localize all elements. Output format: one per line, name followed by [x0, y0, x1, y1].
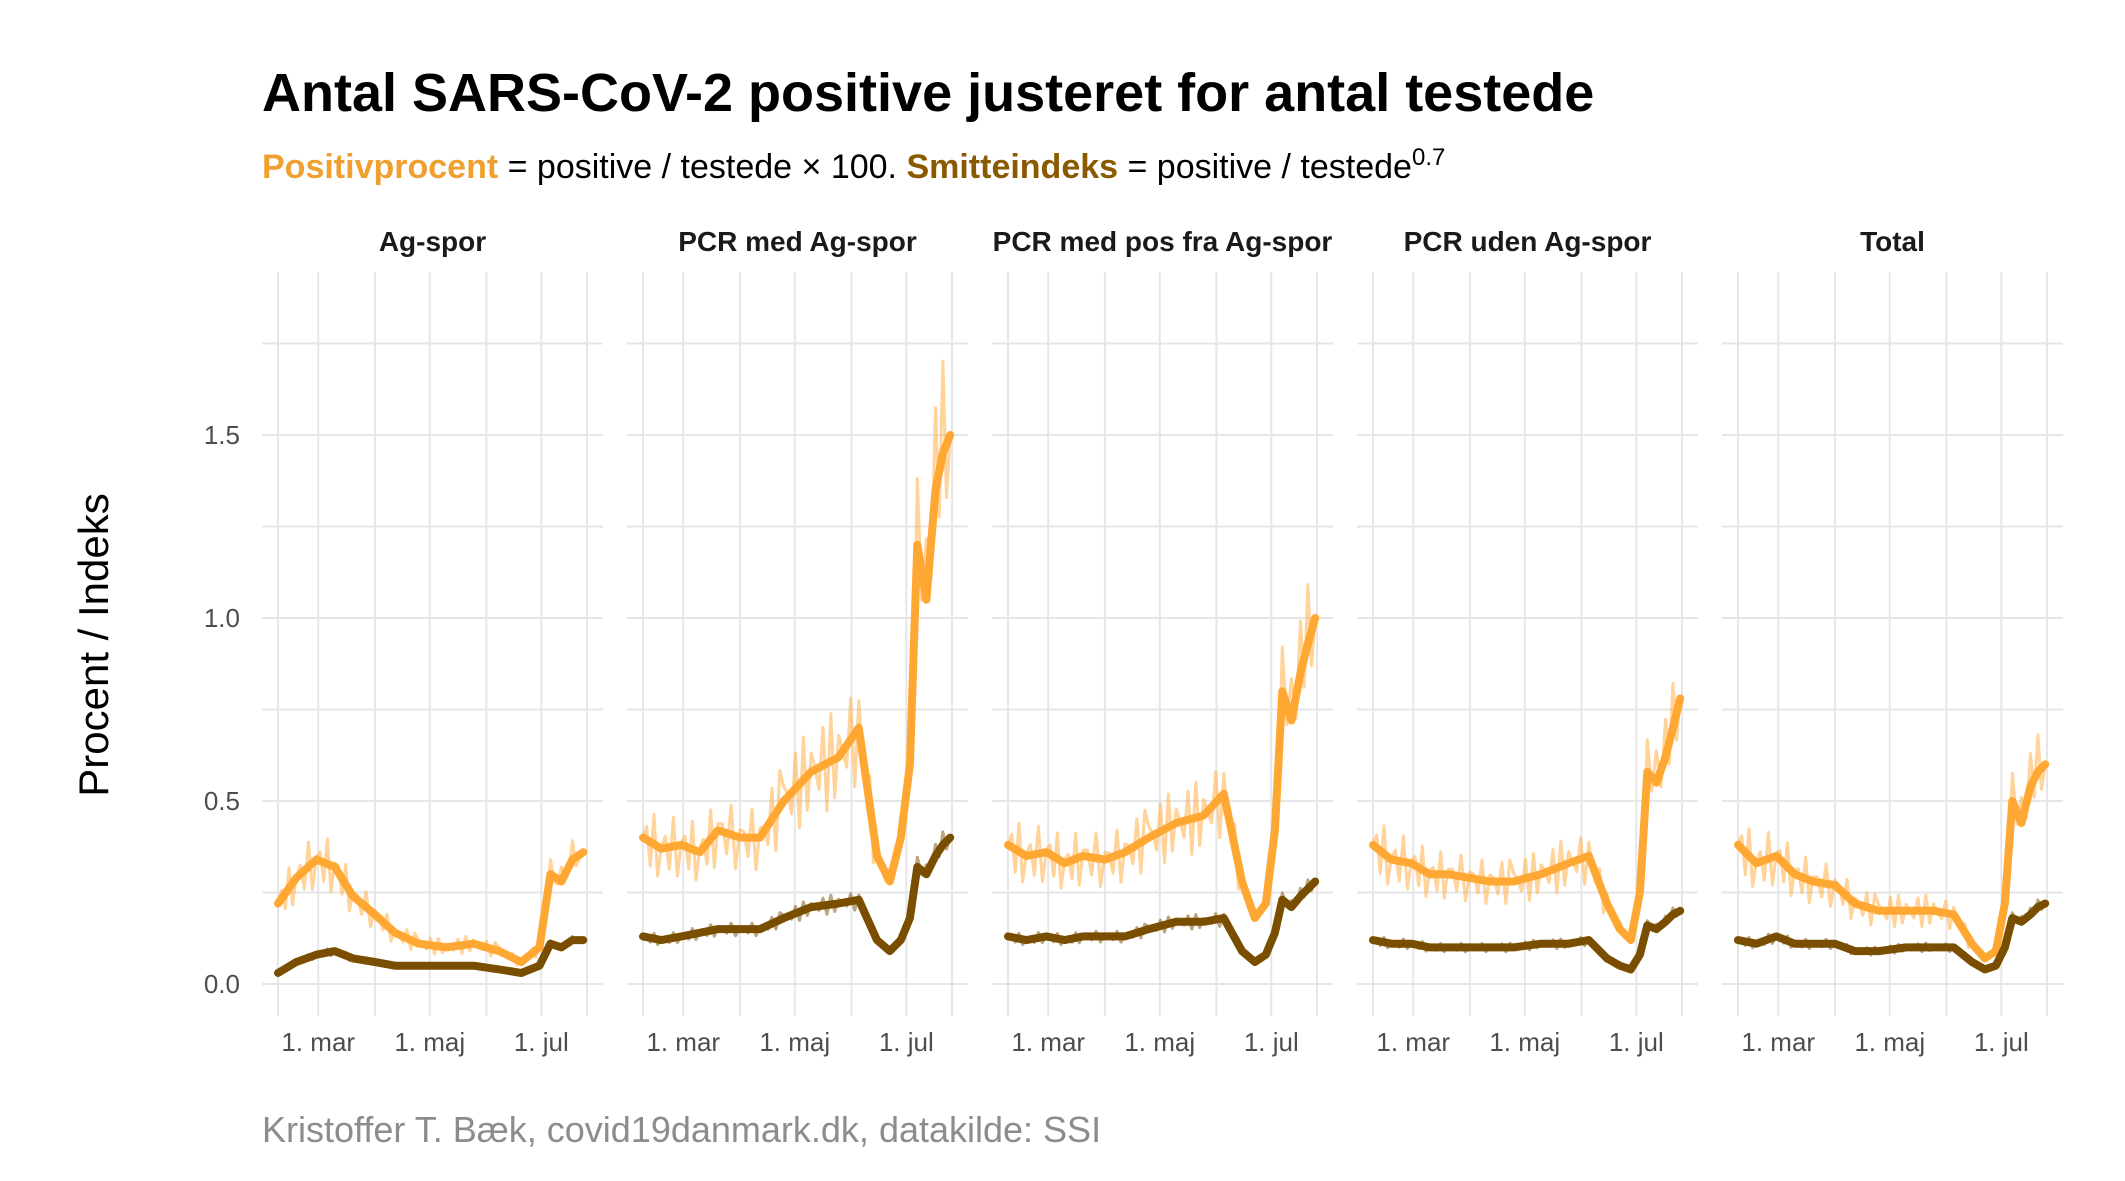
x-tick-label: 1. jul — [1609, 1027, 1664, 1057]
chart-caption: Kristoffer T. Bæk, covid19danmark.dk, da… — [262, 1109, 1101, 1150]
y-axis-label: Procent / Indeks — [70, 493, 117, 797]
panel: Total 1. mar 1. maj 1. jul — [1722, 226, 2063, 1057]
x-tick-label: 1. maj — [394, 1027, 465, 1057]
x-tick-label: 1. mar — [646, 1027, 720, 1057]
smitteindeks-line — [1369, 906, 1685, 974]
x-tick-label: 1. maj — [759, 1027, 830, 1057]
x-tick-label: 1. maj — [1854, 1027, 1925, 1057]
x-tick-label: 1. jul — [1244, 1027, 1299, 1057]
panel-title: PCR med Ag-spor — [678, 226, 917, 257]
y-tick-label: 1.0 — [204, 603, 240, 633]
panel: PCR med pos fra Ag-spor 1. mar 1. maj 1. ju… — [992, 226, 1333, 1057]
panel: PCR uden Ag-spor 1. mar 1. maj 1. jul — [1357, 226, 1698, 1057]
subtitle-positiv-label: Positivprocent — [262, 148, 498, 186]
chart-title: Antal SARS-CoV-2 positive justeret for a… — [262, 63, 1594, 123]
smitteindeks-line — [1004, 877, 1320, 966]
subtitle-exponent: 0.7 — [1412, 144, 1445, 171]
positivprocent-line — [274, 848, 588, 966]
panel: PCR med Ag-spor 1. mar 1. maj 1. jul — [627, 226, 968, 1057]
x-tick-label: 1. mar — [1376, 1027, 1450, 1057]
panel-title: Total — [1860, 226, 1925, 257]
panel-title: PCR uden Ag-spor — [1404, 226, 1652, 257]
x-tick-label: 1. mar — [281, 1027, 355, 1057]
positivprocent-line — [1369, 694, 1685, 945]
smitteindeks-line — [274, 936, 588, 977]
smitteindeks-line — [639, 833, 955, 956]
y-tick-label: 1.5 — [204, 420, 240, 450]
x-tick-label: 1. mar — [1011, 1027, 1085, 1057]
chart-subtitle: Positivprocent = positive / testede × 10… — [262, 144, 1445, 187]
positivprocent-line — [639, 431, 955, 886]
y-tick-label: 0.0 — [204, 969, 240, 999]
subtitle-smitte-label: Smitteindeks — [906, 148, 1118, 186]
x-tick-label: 1. jul — [879, 1027, 934, 1057]
smitteindeks-line — [1734, 899, 2050, 974]
x-tick-label: 1. jul — [514, 1027, 569, 1057]
panel-title: Ag-spor — [379, 226, 486, 257]
x-tick-label: 1. mar — [1741, 1027, 1815, 1057]
y-tick-labels: 0.0 0.5 1.0 1.5 — [204, 420, 240, 999]
series-raw-line — [276, 837, 585, 967]
y-tick-label: 0.5 — [204, 786, 240, 816]
panel: Ag-spor 1. mar 1. maj 1. jul — [262, 226, 603, 1057]
subtitle-smitte-formula: = positive / testede — [1118, 148, 1412, 186]
positivprocent-line — [1004, 614, 1320, 923]
x-tick-label: 1. jul — [1974, 1027, 2029, 1057]
x-tick-label: 1. maj — [1489, 1027, 1560, 1057]
panel-title: PCR med pos fra Ag-spor — [993, 226, 1333, 257]
positivprocent-line — [1734, 760, 2050, 963]
x-tick-label: 1. maj — [1124, 1027, 1195, 1057]
subtitle-positiv-formula: = positive / testede × 100. — [498, 148, 906, 186]
series-raw-line — [1371, 681, 1682, 941]
